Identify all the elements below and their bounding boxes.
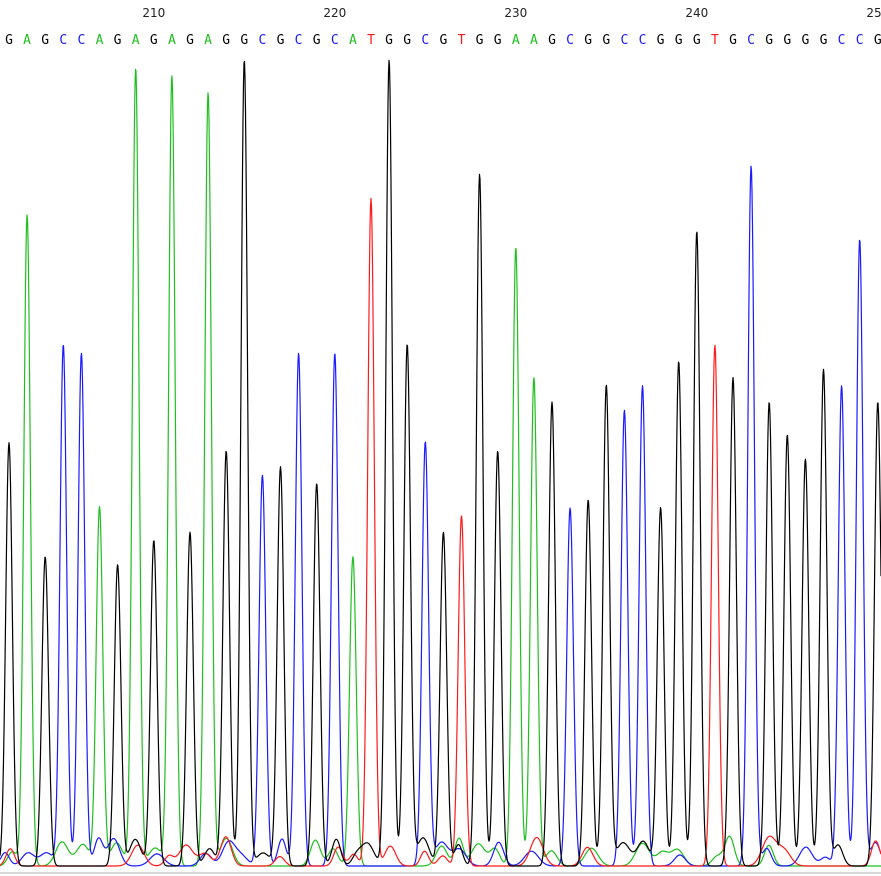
base-call: G [584,33,592,48]
base-call: C [747,33,755,48]
base-call: G [150,33,158,48]
base-call: G [313,33,321,48]
base-call: G [5,33,13,48]
base-call: A [23,33,31,48]
base-call: A [168,33,176,48]
base-call: G [186,33,194,48]
position-tick-label: 250 [866,6,881,20]
base-call: G [693,33,701,48]
base-call: G [548,33,556,48]
position-tick-label: 240 [685,6,708,20]
base-call: G [874,33,881,48]
base-call: C [295,33,303,48]
base-call: G [240,33,248,48]
base-call: G [222,33,230,48]
base-call: C [856,33,864,48]
base-call: T [711,33,719,48]
trace-area [0,59,881,867]
base-call: C [620,33,628,48]
base-call: G [277,33,285,48]
base-call: G [494,33,502,48]
base-call: C [639,33,647,48]
base-call: A [512,33,520,48]
base-call: G [403,33,411,48]
base-call: C [331,33,339,48]
base-call: T [458,33,466,48]
base-call: C [77,33,85,48]
position-tick-label: 210 [142,6,165,20]
base-call: G [783,33,791,48]
base-call: A [530,33,538,48]
base-call: G [476,33,484,48]
trace-t [0,197,881,867]
base-call: G [41,33,49,48]
base-call: G [657,33,665,48]
base-call: C [59,33,67,48]
base-call: A [96,33,104,48]
base-call: C [838,33,846,48]
position-tick-label: 220 [323,6,346,20]
base-call: C [421,33,429,48]
position-ruler: 210 220 230 240 250 [142,6,881,20]
base-call: T [367,33,375,48]
base-call: G [675,33,683,48]
base-call: G [439,33,447,48]
base-call: G [729,33,737,48]
trace-a [0,68,881,867]
base-call: A [349,33,357,48]
base-call: G [602,33,610,48]
base-call: G [801,33,809,48]
trace-g [0,59,881,867]
base-call: A [132,33,140,48]
base-call: A [204,33,212,48]
base-call: G [385,33,393,48]
base-call: G [765,33,773,48]
base-call: C [566,33,574,48]
base-call: C [258,33,266,48]
position-tick-label: 230 [504,6,527,20]
base-call: G [820,33,828,48]
base-call: G [114,33,122,48]
